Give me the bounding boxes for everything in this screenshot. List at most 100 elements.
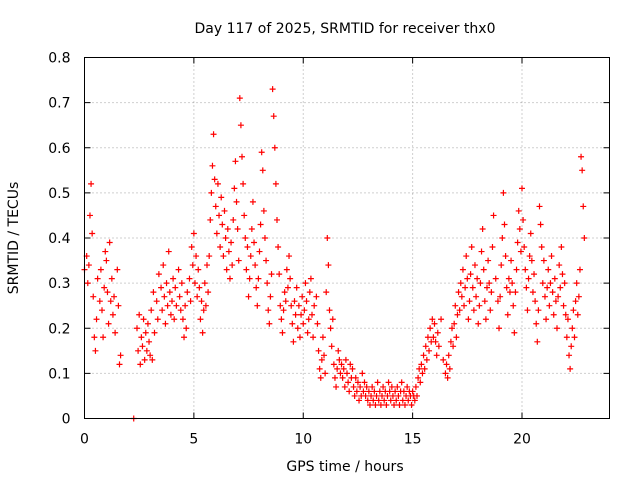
data-point <box>233 198 240 205</box>
data-point <box>333 383 340 390</box>
data-point <box>478 248 485 255</box>
data-point <box>380 383 387 390</box>
data-point <box>184 289 191 296</box>
data-point <box>179 316 186 323</box>
data-point <box>399 397 406 404</box>
data-point <box>189 262 196 269</box>
data-point <box>183 325 190 332</box>
data-point <box>443 361 450 368</box>
data-point <box>434 329 441 336</box>
data-point <box>272 180 279 187</box>
data-point <box>300 320 307 327</box>
data-point <box>429 316 436 323</box>
data-point <box>230 216 237 223</box>
data-point <box>557 284 564 291</box>
data-point <box>85 262 92 269</box>
y-tick-label: 0.6 <box>48 141 70 157</box>
data-point <box>94 275 101 282</box>
data-point <box>261 235 268 241</box>
data-point <box>182 302 189 309</box>
data-point <box>229 262 236 269</box>
data-point <box>490 212 497 219</box>
data-point <box>321 352 328 359</box>
data-point <box>324 235 331 241</box>
data-point <box>249 198 256 205</box>
data-point <box>280 307 287 314</box>
data-point <box>556 262 563 269</box>
data-point <box>424 334 431 341</box>
data-point <box>336 356 343 363</box>
data-point <box>198 298 205 305</box>
data-point <box>505 275 512 282</box>
data-point <box>246 275 253 282</box>
data-point <box>138 334 145 341</box>
data-point <box>474 275 481 282</box>
data-point <box>255 275 262 282</box>
data-point <box>301 307 308 314</box>
data-point <box>578 153 585 160</box>
data-point <box>160 262 167 269</box>
data-point <box>318 356 325 363</box>
data-point <box>237 122 244 129</box>
data-point <box>454 311 461 318</box>
data-point <box>247 253 254 260</box>
data-point <box>527 230 534 237</box>
data-point <box>559 271 566 278</box>
chart-title: Day 117 of 2025, SRMTID for receiver thx… <box>195 21 496 37</box>
data-point <box>224 225 231 232</box>
y-tick-label: 0.1 <box>48 366 70 382</box>
data-point <box>519 185 525 192</box>
data-point <box>512 289 519 296</box>
data-point <box>421 365 428 372</box>
data-point <box>164 302 171 309</box>
data-point <box>395 392 402 399</box>
data-point <box>420 352 427 359</box>
data-point <box>497 293 504 300</box>
data-point <box>418 361 425 368</box>
data-point <box>363 383 370 390</box>
data-point <box>162 320 169 327</box>
data-point <box>153 298 160 305</box>
data-point <box>498 262 505 269</box>
data-point <box>99 307 105 314</box>
data-point <box>545 266 552 273</box>
data-point <box>169 298 175 305</box>
data-point <box>503 284 510 291</box>
data-point <box>572 298 579 305</box>
data-point <box>416 365 423 372</box>
data-point <box>181 334 188 341</box>
data-point <box>446 365 453 372</box>
data-point <box>381 397 388 404</box>
data-point <box>475 320 482 327</box>
data-point <box>562 311 569 318</box>
data-point <box>148 307 155 314</box>
data-point <box>270 113 277 120</box>
data-point <box>201 280 208 287</box>
data-point <box>240 180 247 187</box>
data-point <box>467 271 474 278</box>
data-point <box>223 266 230 273</box>
data-point <box>331 374 338 381</box>
data-point <box>345 379 352 386</box>
data-point <box>432 338 439 345</box>
data-point <box>275 244 282 251</box>
y-axis-label: SRMTID / TECUs <box>6 182 22 295</box>
data-point <box>522 266 529 273</box>
data-point <box>304 329 311 336</box>
data-point <box>506 289 513 296</box>
data-point <box>533 320 540 327</box>
data-point <box>558 244 565 251</box>
data-point <box>217 244 224 251</box>
data-point <box>485 257 492 264</box>
data-point <box>254 302 261 309</box>
data-point <box>202 302 209 309</box>
data-point <box>376 388 383 395</box>
data-point <box>268 271 275 278</box>
data-point <box>470 307 477 314</box>
data-point <box>552 298 559 305</box>
data-point <box>368 392 375 399</box>
data-point <box>501 221 508 228</box>
data-point <box>96 298 103 305</box>
data-point <box>392 388 399 395</box>
